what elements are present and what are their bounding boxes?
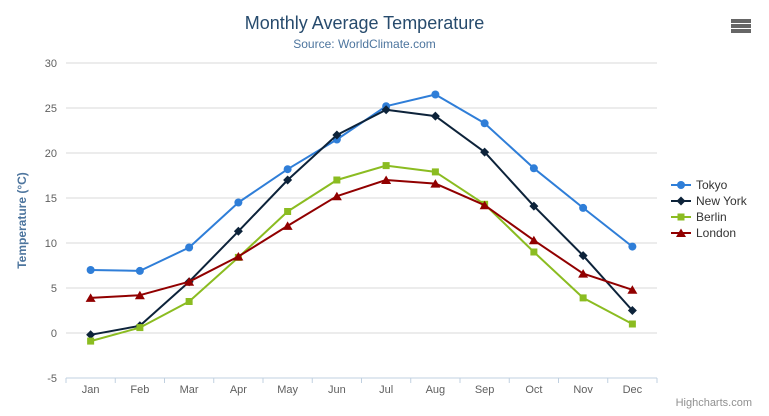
y-axis-label: 15 — [45, 193, 57, 205]
series-marker-tokyo — [185, 243, 194, 252]
y-axis-label: 0 — [51, 328, 57, 340]
series-marker-tokyo — [431, 90, 440, 99]
series-marker-new-york — [233, 226, 243, 236]
series-marker-berlin — [530, 248, 538, 256]
x-axis-label: Feb — [130, 384, 149, 396]
series-marker-tokyo — [135, 266, 144, 275]
series-marker-berlin — [284, 208, 292, 215]
legend-marker-diamond-icon — [671, 196, 691, 206]
x-axis-label: Apr — [230, 384, 247, 396]
x-axis-label: Jul — [379, 384, 393, 396]
legend-item-tokyo[interactable]: Tokyo — [671, 177, 747, 193]
x-axis-label: Sep — [475, 384, 495, 396]
legend-label: Berlin — [696, 210, 727, 224]
series-line-new-york — [89, 108, 634, 336]
legend-marker-triangle — [676, 228, 686, 237]
x-axis-label: Oct — [525, 384, 542, 396]
series-marker-london — [282, 221, 293, 230]
hamburger-icon — [731, 29, 751, 33]
series-marker-new-york — [283, 175, 293, 185]
x-axis-label: Jan — [82, 384, 100, 396]
series-marker-london — [331, 191, 342, 201]
export-menu-button[interactable] — [731, 19, 751, 33]
series-marker-london — [479, 200, 490, 210]
series-marker-berlin — [628, 320, 636, 328]
legend-label: London — [696, 226, 737, 240]
series-marker-berlin — [333, 176, 341, 184]
series-marker-berlin — [382, 162, 390, 170]
x-axis-label: Aug — [426, 384, 446, 396]
y-axis-label: 30 — [45, 58, 57, 70]
series-line-tokyo — [89, 93, 634, 272]
series-marker-new-york — [332, 130, 342, 140]
x-axis-label: May — [277, 384, 298, 396]
series-marker-london — [430, 179, 441, 188]
legend-label: Tokyo — [696, 178, 728, 192]
series-marker-london — [85, 293, 96, 302]
series-marker-london — [233, 252, 244, 261]
x-axis-label: Jun — [328, 384, 346, 396]
series-marker-tokyo — [628, 242, 637, 251]
series-london — [85, 175, 638, 302]
series-marker-berlin — [431, 168, 439, 176]
series-marker-tokyo — [234, 198, 243, 207]
series-marker-tokyo — [283, 165, 292, 174]
series-marker-london — [381, 175, 392, 184]
legend-marker-triangle-icon — [671, 228, 691, 237]
series-marker-london — [627, 285, 638, 294]
series-marker-new-york — [578, 251, 588, 261]
series-marker-new-york — [627, 306, 637, 315]
x-axis-label: Nov — [573, 384, 593, 396]
chart-title: Monthly Average Temperature — [244, 13, 485, 33]
legend-marker-square-icon — [671, 213, 691, 221]
legend-marker-square — [677, 213, 685, 221]
y-axis-label: -5 — [47, 373, 57, 385]
legend: Tokyo New York Berlin London — [671, 177, 747, 241]
hamburger-icon — [731, 24, 751, 28]
series-marker-berlin — [87, 337, 95, 345]
legend-item-new-york[interactable]: New York — [671, 193, 747, 209]
series-new-york — [86, 105, 637, 340]
y-axis-title: Temperature (°C) — [15, 172, 29, 269]
series-marker-new-york — [381, 105, 391, 115]
series-marker-tokyo — [579, 203, 588, 212]
series-marker-london — [528, 235, 539, 245]
legend-marker-circle-icon — [671, 181, 691, 189]
credits-link[interactable]: Highcharts.com — [675, 397, 752, 409]
series-marker-new-york — [86, 330, 96, 340]
chart-subtitle: Source: WorldClimate.com — [293, 37, 436, 51]
y-axis-label: 20 — [45, 148, 57, 160]
series-marker-tokyo — [529, 164, 538, 173]
x-axis-label: Dec — [623, 384, 643, 396]
y-axis-label: 5 — [51, 283, 57, 295]
series-marker-new-york — [430, 111, 440, 121]
series-marker-tokyo — [480, 119, 489, 128]
series-marker-berlin — [579, 294, 587, 302]
y-axis-label: 25 — [45, 103, 57, 115]
legend-marker-circle — [677, 181, 685, 189]
series-marker-london — [184, 277, 195, 286]
x-axis-label: Mar — [180, 384, 199, 396]
legend-item-berlin[interactable]: Berlin — [671, 209, 747, 225]
series-marker-london — [578, 269, 589, 278]
series-marker-london — [134, 290, 145, 300]
legend-item-london[interactable]: London — [671, 225, 747, 241]
hamburger-icon — [731, 19, 751, 23]
series-line-london — [89, 179, 634, 299]
legend-marker-diamond — [676, 196, 686, 206]
series-marker-berlin — [185, 298, 193, 305]
series-marker-new-york — [529, 201, 539, 211]
series-marker-new-york — [480, 147, 490, 157]
series-line-berlin — [89, 164, 634, 343]
series-marker-tokyo — [86, 266, 95, 274]
y-axis-label: 10 — [45, 238, 57, 250]
series-marker-berlin — [136, 324, 144, 332]
legend-label: New York — [696, 194, 747, 208]
series-tokyo — [86, 90, 637, 275]
